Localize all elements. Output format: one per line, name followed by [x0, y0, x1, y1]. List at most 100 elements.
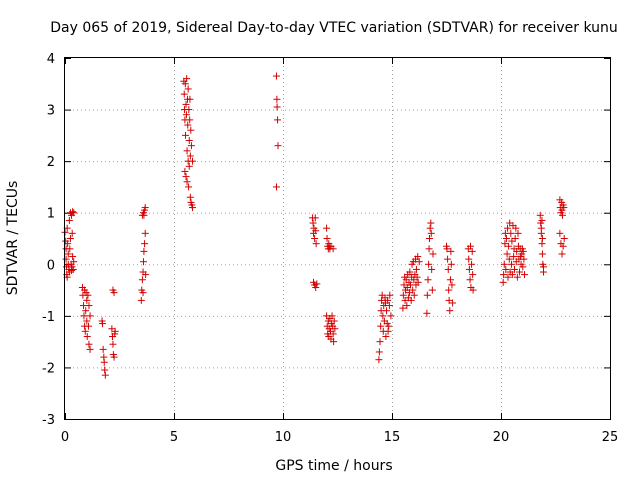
data-point [85, 340, 93, 348]
data-point [425, 260, 433, 268]
data-point [186, 116, 194, 124]
data-point [274, 116, 282, 124]
data-point [312, 240, 320, 248]
data-point [426, 224, 434, 232]
data-point [538, 216, 546, 224]
data-point [329, 330, 337, 338]
data-point [66, 245, 74, 253]
x-tick-label: 5 [170, 430, 178, 445]
data-point [507, 260, 515, 268]
data-point [538, 250, 546, 258]
data-point [409, 286, 417, 294]
data-point [66, 235, 74, 242]
data-point [312, 227, 320, 235]
data-point [311, 235, 319, 242]
data-point [64, 240, 72, 248]
data-point [512, 224, 520, 232]
data-point [86, 345, 94, 353]
data-point [185, 137, 193, 145]
data-point [468, 247, 476, 255]
data-point [70, 209, 78, 217]
data-point [447, 247, 455, 255]
data-point [329, 245, 337, 253]
data-point [511, 235, 519, 242]
data-point [505, 255, 513, 263]
data-point [85, 302, 93, 310]
data-point [183, 178, 191, 186]
data-point [406, 268, 414, 276]
plot-frame [64, 57, 611, 420]
data-point [469, 271, 477, 279]
data-point [142, 271, 150, 279]
data-point [429, 250, 437, 258]
data-point [410, 291, 418, 299]
x-tick-labels: 0 5 10 15 20 25 [61, 430, 618, 445]
y-tick-labels: -3 -2 -1 0 1 2 3 4 [42, 52, 55, 428]
y-tick-label: 3 [47, 104, 55, 119]
data-point [513, 273, 521, 281]
data-point [312, 283, 320, 291]
data-point [330, 338, 338, 346]
data-point [100, 358, 108, 366]
y-tick-label: 4 [47, 52, 55, 67]
data-point [536, 211, 544, 219]
data-point [323, 224, 331, 232]
data-point [69, 265, 77, 273]
data-point [110, 353, 118, 361]
data-point [385, 322, 393, 330]
data-point [385, 302, 393, 310]
data-point [331, 325, 339, 333]
data-point [82, 307, 90, 315]
data-points [61, 72, 568, 379]
data-point [465, 265, 473, 273]
x-tick-label: 0 [61, 430, 69, 445]
data-point [505, 242, 513, 250]
data-point [399, 304, 407, 312]
data-point [375, 356, 383, 364]
data-point [503, 250, 511, 258]
data-point [413, 273, 421, 281]
data-point [415, 258, 423, 266]
data-point [186, 193, 194, 201]
data-point [379, 312, 387, 320]
data-point [444, 265, 452, 273]
data-point [111, 327, 119, 335]
data-point [70, 258, 78, 266]
data-point [182, 100, 190, 108]
data-point [185, 162, 193, 170]
x-tick-label: 15 [384, 430, 401, 445]
data-point [537, 224, 545, 232]
data-point [139, 289, 147, 297]
data-point [538, 235, 546, 242]
data-point [187, 142, 195, 150]
data-point [182, 111, 190, 119]
data-point [183, 147, 191, 155]
data-point [182, 173, 190, 181]
data-point [138, 276, 146, 284]
data-point [500, 260, 508, 268]
data-point [520, 255, 528, 263]
data-point [384, 327, 392, 335]
data-point [83, 332, 91, 340]
chart-title: Day 065 of 2019, Sidereal Day-to-day VTE… [50, 20, 618, 36]
data-point [313, 280, 321, 288]
y-tick-label: -3 [42, 413, 55, 428]
data-point [182, 131, 190, 139]
y-tick-label: 0 [47, 258, 55, 273]
data-point [448, 281, 456, 289]
data-point [84, 291, 92, 299]
data-point [375, 348, 383, 356]
data-point [185, 183, 193, 191]
y-tick-label: -2 [42, 361, 55, 376]
data-point [540, 263, 548, 271]
data-point [99, 345, 107, 353]
data-point [141, 229, 149, 237]
data-point [424, 276, 432, 284]
data-point [428, 265, 436, 273]
data-point [328, 312, 336, 320]
data-point [186, 95, 194, 103]
data-point [183, 75, 191, 83]
data-point [558, 211, 566, 219]
data-point [186, 152, 194, 160]
